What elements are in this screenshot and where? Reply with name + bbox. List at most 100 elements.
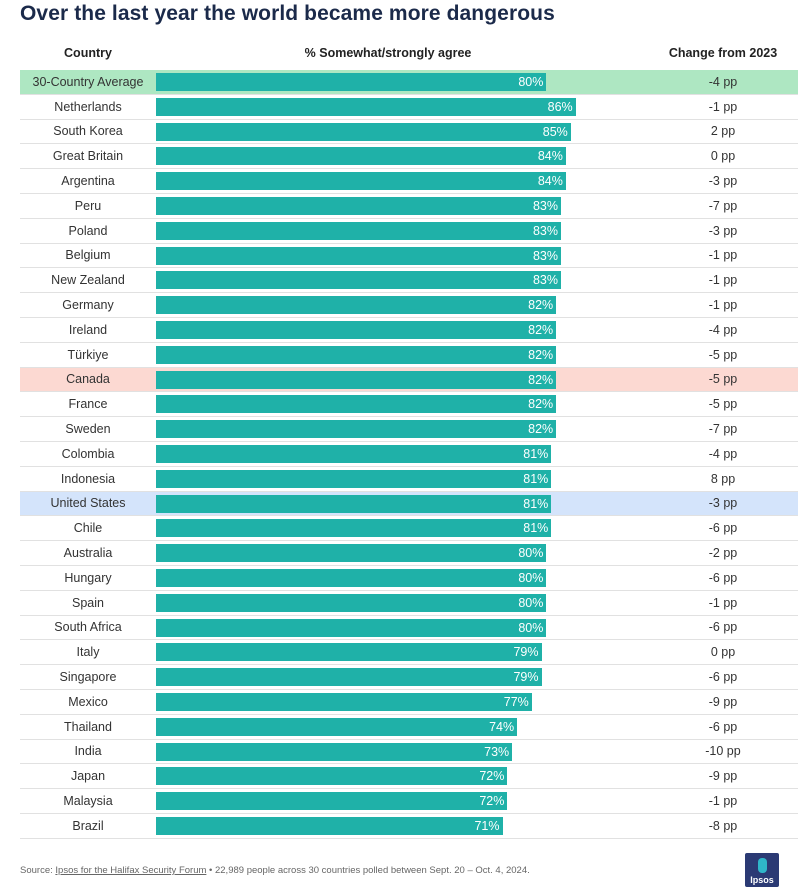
country-label: Mexico (68, 694, 108, 709)
table-row: Poland 83% -3 pp (20, 219, 798, 244)
country-label: Argentina (61, 174, 115, 189)
table-row: South Africa 80% -6 pp (20, 616, 798, 641)
country-label: United States (50, 496, 126, 511)
change-value: -5 pp (708, 372, 738, 387)
bar-value-label: 83% (532, 248, 558, 263)
table-row: Peru 83% -7 pp (20, 194, 798, 219)
change-value: -4 pp (708, 322, 738, 337)
bar: 80% (156, 73, 547, 91)
table-row: United States 81% -3 pp (20, 491, 798, 517)
change-value: -7 pp (708, 198, 738, 213)
bar-value-label: 85% (542, 124, 568, 139)
change-value: 0 pp (710, 645, 736, 660)
bar: 80% (156, 618, 547, 637)
country-label: Malaysia (63, 794, 113, 808)
country-label: France (68, 397, 108, 412)
change-value: -6 pp (708, 521, 738, 536)
country-label: Australia (63, 546, 113, 561)
bar: 81% (156, 469, 552, 488)
table-row: Japan 72% -9 pp (20, 764, 798, 790)
source-prefix: Source: (20, 865, 56, 876)
bar-table: 30-Country Average 80% -4 pp Netherlands 86%… (20, 70, 798, 839)
change-value: -6 pp (708, 620, 738, 635)
change-value: -1 pp (708, 595, 738, 610)
bar: 84% (156, 172, 566, 191)
bar-value-label: 80% (518, 75, 544, 89)
change-value: 2 pp (710, 124, 736, 139)
country-label: Chile (73, 521, 103, 536)
bar: 82% (156, 395, 557, 414)
bar: 79% (156, 668, 542, 687)
source-details: • 22,989 people across 30 countries poll… (206, 865, 530, 876)
change-value: -3 pp (708, 174, 738, 189)
bar: 82% (156, 296, 557, 315)
table-row: Great Britain 84% 0 pp (20, 144, 798, 170)
country-label: Belgium (65, 248, 111, 263)
country-label: 30-Country Average (32, 74, 144, 89)
column-header-country: Country (64, 46, 112, 60)
bar-value-label: 82% (528, 397, 554, 412)
change-value: 0 pp (710, 149, 736, 164)
bar: 83% (156, 221, 561, 240)
source-link[interactable]: Ipsos for the Halifax Security Forum (55, 865, 207, 876)
country-label: Netherlands (54, 99, 122, 114)
ipsos-logo: Ipsos (745, 853, 779, 887)
bar-value-label: 71% (474, 818, 500, 833)
bar-value-label: 81% (523, 471, 549, 486)
bar-value-label: 81% (523, 521, 549, 536)
change-value: -5 pp (708, 347, 738, 362)
bar-value-label: 81% (523, 496, 549, 511)
table-row: Australia 80% -2 pp (20, 541, 798, 566)
country-label: Singapore (59, 670, 117, 685)
source-note: Source: Ipsos for the Halifax Security F… (20, 865, 530, 876)
country-label: Thailand (64, 719, 112, 734)
bar: 83% (156, 246, 561, 265)
country-label: Italy (76, 645, 100, 660)
table-row: Argentina 84% -3 pp (20, 169, 798, 194)
table-row: Hungary 80% -6 pp (20, 566, 798, 591)
chart-title: Over the last year the world became more… (20, 2, 555, 25)
country-label: Türkiye (67, 347, 109, 362)
bar-value-label: 83% (532, 198, 558, 213)
table-row: South Korea 85% 2 pp (20, 120, 798, 145)
bar-value-label: 84% (537, 174, 563, 189)
bar-value-label: 80% (518, 570, 544, 585)
logo-text: Ipsos (750, 875, 774, 885)
table-row: Belgium 83% -1 pp (20, 244, 798, 269)
table-row: Thailand 74% -6 pp (20, 715, 798, 740)
bar: 71% (156, 816, 503, 835)
bar-value-label: 72% (479, 794, 505, 809)
change-value: -6 pp (708, 719, 738, 734)
table-row: Germany 82% -1 pp (20, 293, 798, 318)
country-label: South Africa (54, 620, 122, 635)
table-row: Italy 79% 0 pp (20, 640, 798, 666)
bar: 81% (156, 494, 552, 513)
table-row: Canada 82% -5 pp (20, 367, 798, 393)
country-label: India (74, 744, 102, 759)
bar-value-label: 82% (528, 422, 554, 437)
bar-value-label: 81% (523, 446, 549, 461)
bar: 83% (156, 271, 561, 290)
bar: 81% (156, 444, 552, 463)
bar-value-label: 80% (518, 546, 544, 561)
bar-value-label: 80% (518, 595, 544, 610)
bar: 72% (156, 792, 508, 811)
change-value: -6 pp (708, 670, 738, 685)
table-row: Colombia 81% -4 pp (20, 442, 798, 467)
bar: 72% (156, 767, 508, 786)
bar-value-label: 84% (537, 149, 563, 164)
bar: 82% (156, 320, 557, 339)
country-label: Indonesia (60, 471, 116, 486)
bar: 80% (156, 593, 547, 612)
bar: 74% (156, 717, 518, 736)
table-row: Türkiye 82% -5 pp (20, 343, 798, 368)
bar-value-label: 74% (489, 719, 515, 734)
country-label: Hungary (64, 570, 112, 585)
country-label: Sweden (65, 422, 111, 437)
bar-value-label: 79% (513, 645, 539, 660)
change-value: -6 pp (708, 570, 738, 585)
table-row: Brazil 71% -8 pp (20, 814, 798, 839)
bar: 86% (156, 97, 576, 116)
logo-mark (758, 858, 767, 873)
column-header-percent: % Somewhat/strongly agree (304, 46, 472, 60)
